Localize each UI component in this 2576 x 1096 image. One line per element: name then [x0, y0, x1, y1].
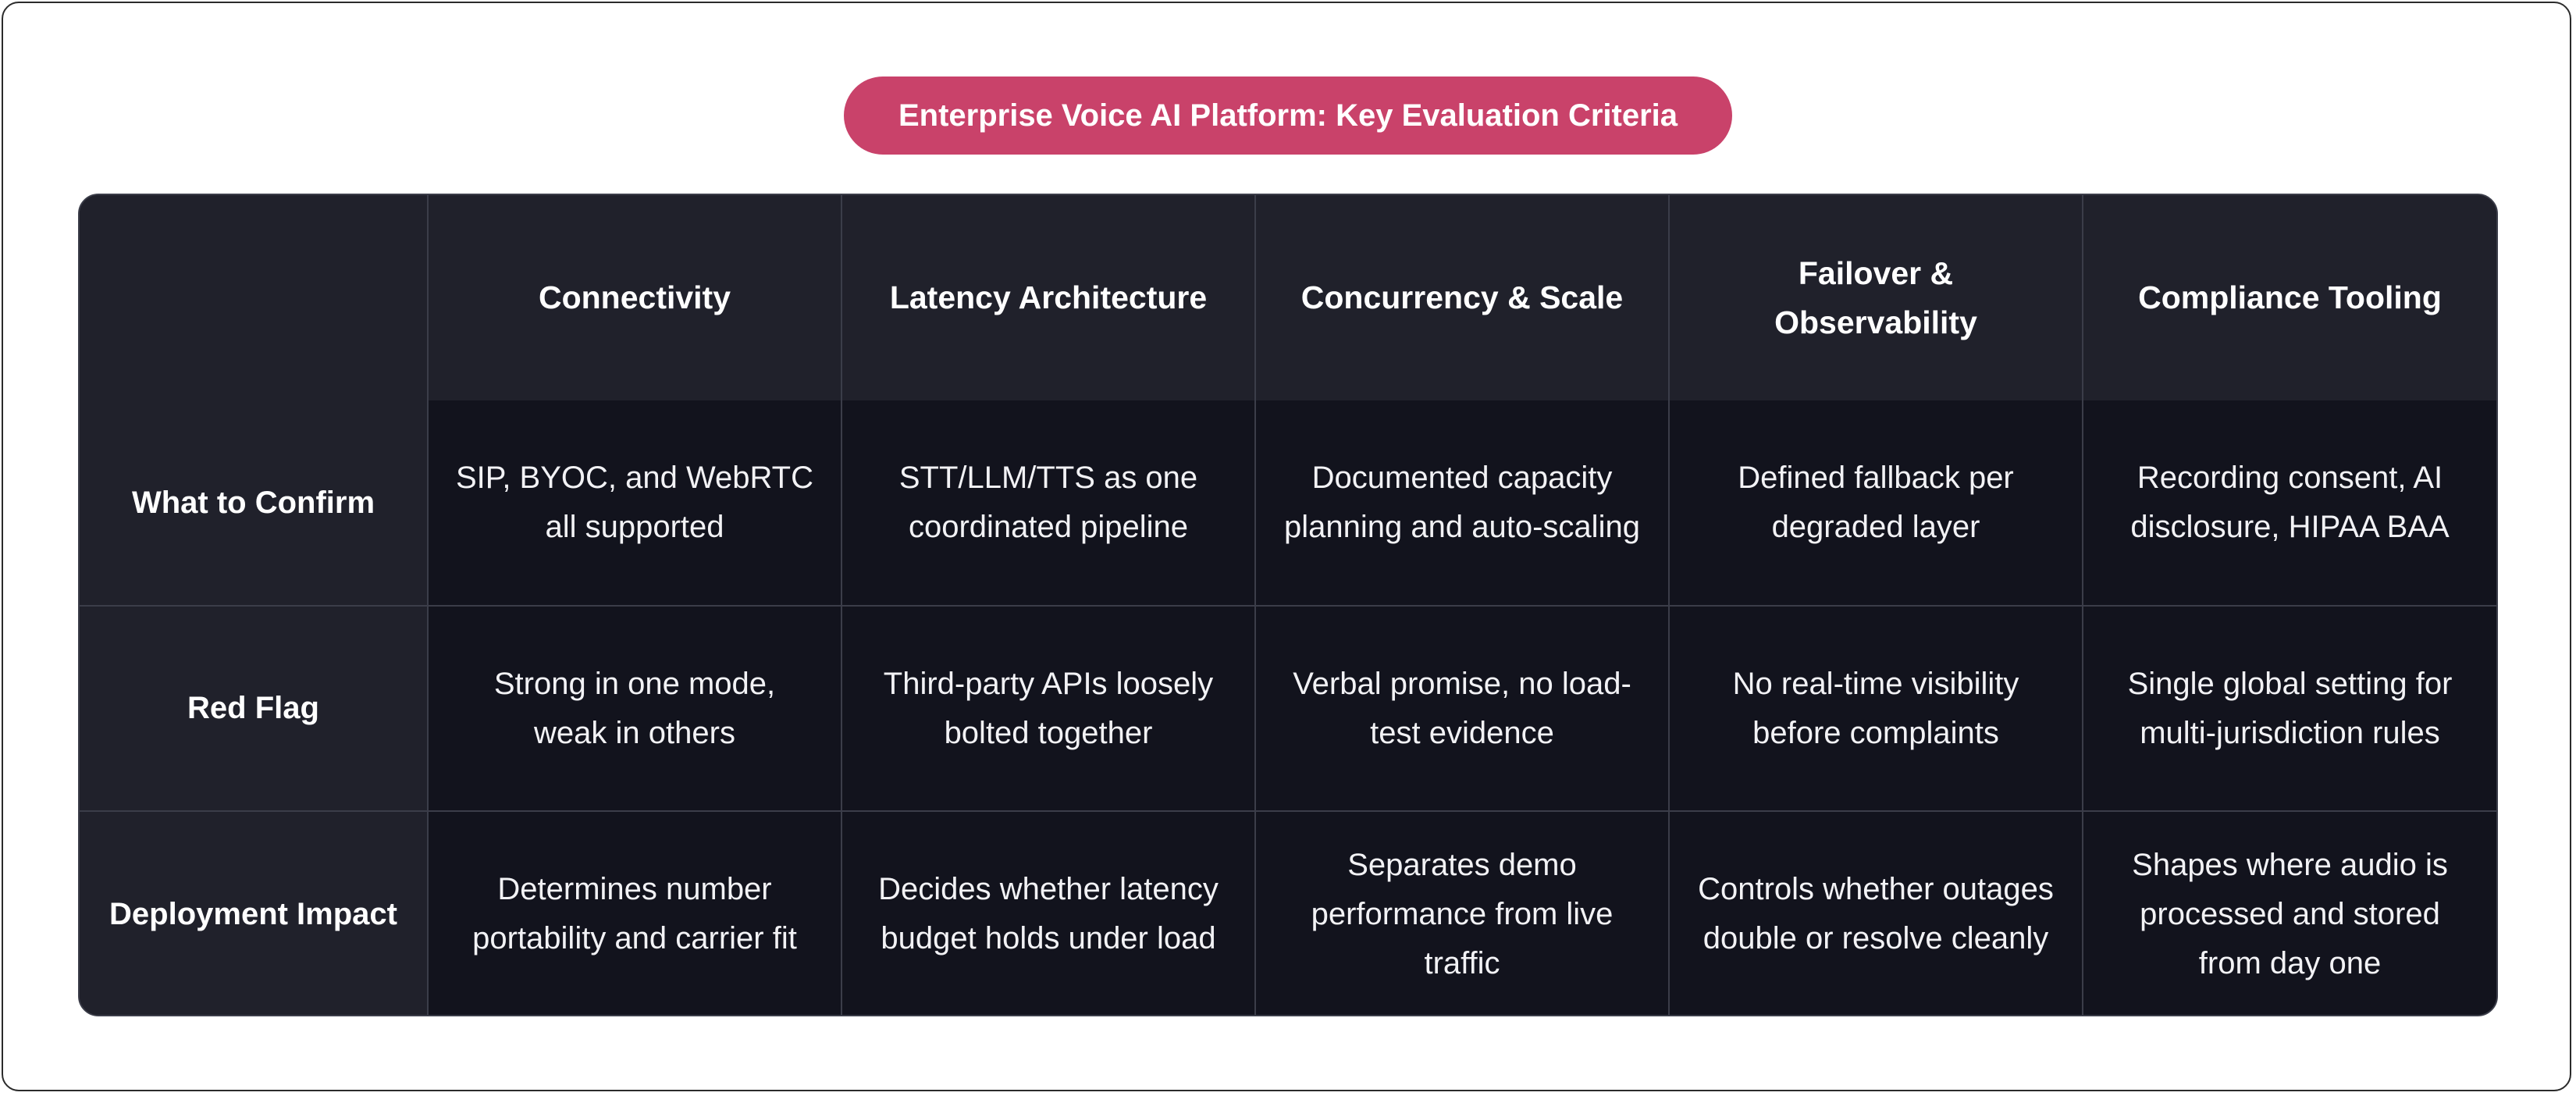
- table-cell: No real-time visibility before complaint…: [1668, 605, 2083, 812]
- column-header-connectivity: Connectivity: [427, 195, 842, 400]
- table-cell: Decides whether latency budget holds und…: [841, 810, 1256, 1015]
- criteria-grid: Connectivity Latency Architecture Concur…: [80, 195, 2496, 1015]
- column-header-concurrency-scale: Concurrency & Scale: [1254, 195, 1670, 400]
- table-row: Red Flag Strong in one mode, weak in oth…: [80, 605, 2496, 812]
- table-row: Deployment Impact Determines number port…: [80, 810, 2496, 1015]
- row-header-what-to-confirm: What to Confirm: [80, 400, 429, 607]
- table-cell: Strong in one mode, weak in others: [427, 605, 842, 812]
- table-cell: Third-party APIs loosely bolted together: [841, 605, 1256, 812]
- table-cell: Controls whether outages double or resol…: [1668, 810, 2083, 1015]
- table-cell: SIP, BYOC, and WebRTC all supported: [427, 400, 842, 607]
- table-cell: Shapes where audio is processed and stor…: [2082, 810, 2496, 1015]
- row-header-red-flag: Red Flag: [80, 605, 429, 812]
- table-cell: Separates demo performance from live tra…: [1254, 810, 1670, 1015]
- header-row: Connectivity Latency Architecture Concur…: [80, 195, 2496, 400]
- table-cell: Documented capacity planning and auto-sc…: [1254, 400, 1670, 607]
- corner-cell: [80, 195, 429, 400]
- column-header-failover-observability: Failover & Observability: [1668, 195, 2083, 400]
- column-header-latency-architecture: Latency Architecture: [841, 195, 1256, 400]
- table-row: What to Confirm SIP, BYOC, and WebRTC al…: [80, 400, 2496, 607]
- table-cell: Verbal promise, no load-test evidence: [1254, 605, 1670, 812]
- table-cell: Defined fallback per degraded layer: [1668, 400, 2083, 607]
- row-header-deployment-impact: Deployment Impact: [80, 810, 429, 1015]
- evaluation-criteria-table: Connectivity Latency Architecture Concur…: [78, 194, 2498, 1016]
- table-cell: Determines number portability and carrie…: [427, 810, 842, 1015]
- page-title: Enterprise Voice AI Platform: Key Evalua…: [844, 77, 1732, 155]
- column-header-compliance-tooling: Compliance Tooling: [2082, 195, 2496, 400]
- table-cell: STT/LLM/TTS as one coordinated pipeline: [841, 400, 1256, 607]
- table-cell: Single global setting for multi-jurisdic…: [2082, 605, 2496, 812]
- table-cell: Recording consent, AI disclosure, HIPAA …: [2082, 400, 2496, 607]
